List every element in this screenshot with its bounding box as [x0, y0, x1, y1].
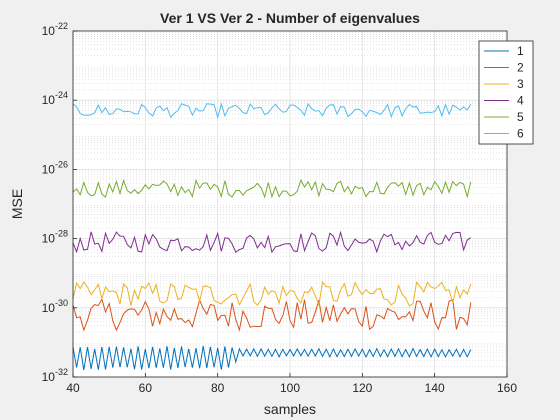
x-tick-label: 100 — [280, 381, 300, 395]
x-tick-label: 80 — [211, 381, 225, 395]
x-axis-label: samples — [264, 401, 316, 417]
series-layer — [72, 102, 472, 371]
series-line-2 — [72, 297, 472, 332]
y-tick-label: 10-30 — [42, 298, 68, 315]
y-tick-label: 10-32 — [42, 367, 68, 384]
y-tick-label: 10-28 — [42, 229, 68, 246]
legend-label-3: 3 — [517, 77, 524, 91]
legend-box — [478, 40, 534, 145]
x-tick-label: 40 — [66, 381, 80, 395]
x-tick-label: 160 — [497, 381, 517, 395]
chart-title: Ver 1 VS Ver 2 - Number of eigenvalues — [160, 10, 420, 26]
legend-label-4: 4 — [517, 94, 524, 108]
x-tick-label: 140 — [425, 381, 445, 395]
legend-label-1: 1 — [517, 44, 524, 58]
legend-label-5: 5 — [517, 110, 524, 124]
series-line-1 — [72, 345, 472, 371]
y-tick-label: 10-24 — [42, 90, 68, 107]
y-axis-label: MSE — [9, 189, 25, 219]
x-axis: 40 60 80 100 120 140 160 — [66, 373, 517, 395]
x-tick-label: 60 — [139, 381, 153, 395]
legend: 1 2 3 4 5 6 — [478, 40, 534, 145]
legend-label-6: 6 — [517, 127, 524, 141]
y-axis: 10-32 10-30 10-28 10-26 10-24 10-22 — [42, 21, 77, 384]
y-tick-label: 10-26 — [42, 159, 68, 176]
series-line-4 — [72, 230, 472, 254]
legend-label-2: 2 — [517, 61, 524, 75]
series-line-5 — [72, 178, 472, 199]
series-line-6 — [72, 102, 472, 120]
x-tick-label: 120 — [352, 381, 372, 395]
y-tick-label: 10-22 — [42, 21, 68, 38]
series-line-3 — [72, 280, 472, 307]
